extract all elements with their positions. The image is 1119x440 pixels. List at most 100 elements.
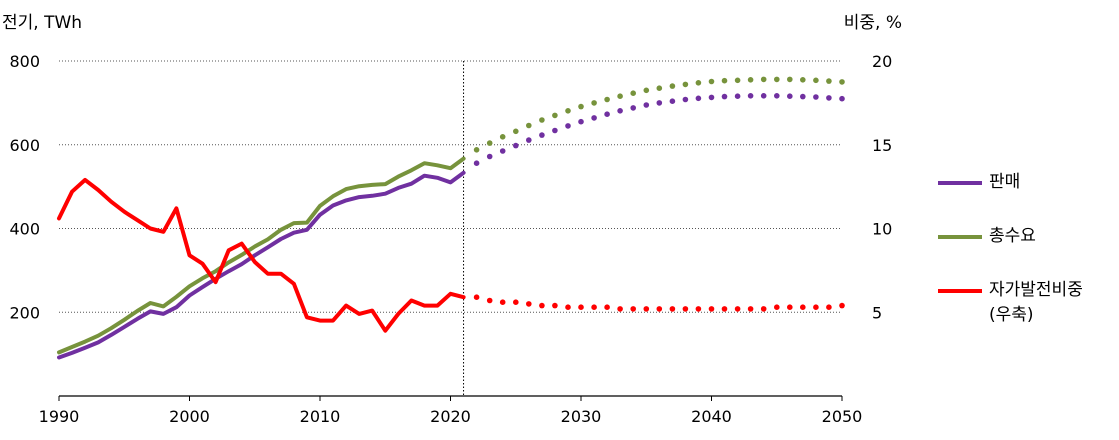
series-self-generation-share-forecast-point-2035 <box>643 306 650 312</box>
series-self-generation-share-forecast-point-2027 <box>539 302 545 309</box>
series-sales-forecast-point-2048 <box>813 94 819 100</box>
series-total-demand-forecast-point-2030 <box>578 103 584 110</box>
series-total-demand-forecast-point-2039 <box>695 80 702 86</box>
series-layer <box>57 76 845 360</box>
x-tick-label-2020: 2020 <box>430 407 471 426</box>
series-total-demand-forecast-point-2034 <box>630 90 636 96</box>
right-y-axis: 5 10 15 20 <box>872 52 892 322</box>
legend-item-sales: 판매 <box>938 170 1118 195</box>
series-self-generation-share-forecast-point-2042 <box>734 306 741 312</box>
series-sales-historical-line <box>57 170 466 360</box>
series-self-generation-share-forecast-point-2032 <box>604 304 610 311</box>
series-total-demand-forecast-point-2022 <box>473 147 480 153</box>
series-self-generation-share-forecast-point-2045 <box>774 304 780 311</box>
series-total-demand-forecast-point-2035 <box>643 87 650 94</box>
series-total-demand-forecast-point-2045 <box>774 76 780 83</box>
legend-item-self-generation: 자가발전비중 (우축) <box>938 278 1118 328</box>
y-right-tick-5: 5 <box>872 303 882 322</box>
legend-swatch-self-generation <box>938 289 982 293</box>
series-sales-forecast-point-2047 <box>800 93 806 100</box>
series-self-generation-share-forecast-point-2031 <box>591 304 597 311</box>
series-total-demand-forecast-point-2049 <box>826 78 832 84</box>
right-axis-title: 비중, % <box>844 13 902 33</box>
series-sales-forecast-point-2044 <box>760 93 767 99</box>
y-left-tick-400: 400 <box>9 220 40 239</box>
series-total-demand-forecast-point-2047 <box>800 77 806 83</box>
left-y-axis: 200 400 600 800 <box>9 52 40 322</box>
series-sales-forecast-point-2037 <box>669 98 676 104</box>
series-sales-forecast-point-2038 <box>682 96 689 103</box>
series-self-generation-share-forecast-point-2038 <box>682 306 689 312</box>
series-self-generation-share-forecast-point-2022 <box>473 294 480 301</box>
legend: 판매 총수요 자가발전비중 (우축) <box>938 170 1118 328</box>
left-axis-title: 전기, TWh <box>2 13 82 33</box>
x-tick-label-1990: 1990 <box>39 407 80 426</box>
series-self-generation-share-forecast-point-2028 <box>552 302 558 309</box>
legend-swatch-sales <box>938 181 982 185</box>
series-sales-forecast-point-2024 <box>499 148 506 154</box>
series-total-demand-forecast-point-2043 <box>747 77 754 83</box>
series-self-generation-share-forecast-point-2050 <box>839 302 845 309</box>
series-sales-forecast-point-2036 <box>656 100 663 106</box>
series-sales-forecast-point-2046 <box>787 93 793 99</box>
series-total-demand-forecast-point-2024 <box>499 134 506 140</box>
series-self-generation-share-forecast-point-2047 <box>800 304 806 311</box>
series-self-generation-share-forecast-point-2044 <box>760 306 767 312</box>
series-total-demand-forecast-point-2042 <box>734 77 741 84</box>
legend-swatch-total-demand <box>938 235 982 239</box>
series-self-generation-share-forecast-point-2036 <box>656 306 663 312</box>
series-self-generation-share-forecast-point-2034 <box>630 306 636 312</box>
series-total-demand-forecast-point-2050 <box>839 79 845 85</box>
series-self-generation-share-forecast-point-2040 <box>708 306 715 312</box>
series-sales-forecast-point-2050 <box>839 95 845 102</box>
legend-label-total-demand: 총수요 <box>989 226 1036 246</box>
y-right-tick-20: 20 <box>872 52 892 71</box>
series-total-demand-forecast-point-2029 <box>565 108 571 114</box>
series-sales <box>57 93 845 360</box>
series-total-demand-forecast-point-2026 <box>526 122 532 129</box>
y-right-tick-10: 10 <box>872 220 892 239</box>
series-sales-forecast-point-2034 <box>630 105 636 111</box>
series-total-demand-forecast-point-2028 <box>552 112 558 119</box>
series-total-demand-forecast-point-2040 <box>708 78 715 85</box>
series-sales-forecast-point-2043 <box>747 93 754 99</box>
series-self-generation-share-forecast-point-2025 <box>513 299 519 306</box>
x-tick-label-2010: 2010 <box>300 407 341 426</box>
x-tick-label-2050: 2050 <box>822 407 863 426</box>
series-sales-forecast-point-2022 <box>473 160 480 166</box>
x-tick-label-2000: 2000 <box>169 407 210 426</box>
series-self-generation-share-forecast-point-2039 <box>695 306 702 312</box>
series-self-generation-share-forecast-point-2048 <box>813 304 819 311</box>
series-self-generation-share-forecast-point-2026 <box>526 301 532 307</box>
x-tick-label-2040: 2040 <box>691 407 732 426</box>
series-total-demand-forecast-point-2031 <box>591 100 597 106</box>
y-right-tick-15: 15 <box>872 136 892 155</box>
series-total-demand-historical-line <box>57 156 466 355</box>
series-total-demand <box>57 76 845 355</box>
series-sales-forecast-point-2033 <box>617 108 623 114</box>
series-total-demand-forecast-point-2023 <box>486 140 493 146</box>
series-sales-forecast-point-2045 <box>774 93 780 99</box>
series-self-generation-share-forecast-point-2023 <box>486 297 493 304</box>
series-self-generation-share <box>57 177 845 333</box>
series-self-generation-share-forecast-point-2030 <box>578 304 584 311</box>
series-total-demand-forecast-point-2032 <box>604 96 610 103</box>
series-self-generation-share-forecast-point-2041 <box>721 306 728 312</box>
series-sales-forecast-point-2042 <box>734 93 741 99</box>
series-sales-forecast-point-2026 <box>526 137 532 143</box>
y-left-tick-600: 600 <box>9 136 40 155</box>
series-sales-forecast-point-2032 <box>604 111 610 117</box>
series-total-demand-forecast-point-2041 <box>721 77 728 84</box>
series-sales-forecast-point-2030 <box>578 118 584 125</box>
legend-label-sales: 판매 <box>989 172 1021 192</box>
series-sales-forecast-point-2039 <box>695 95 702 102</box>
series-self-generation-share-forecast-point-2033 <box>617 306 623 312</box>
series-total-demand-forecast-point-2027 <box>539 117 545 123</box>
series-self-generation-share-historical-line <box>57 177 466 333</box>
y-left-tick-800: 800 <box>9 52 40 71</box>
series-self-generation-share-forecast-point-2049 <box>826 304 832 311</box>
series-total-demand-forecast-point-2025 <box>513 128 519 135</box>
series-sales-forecast-point-2028 <box>552 127 558 134</box>
series-sales-forecast-point-2023 <box>486 153 493 160</box>
x-axis: 1990 2000 2010 2020 2030 2040 2050 <box>39 396 863 426</box>
